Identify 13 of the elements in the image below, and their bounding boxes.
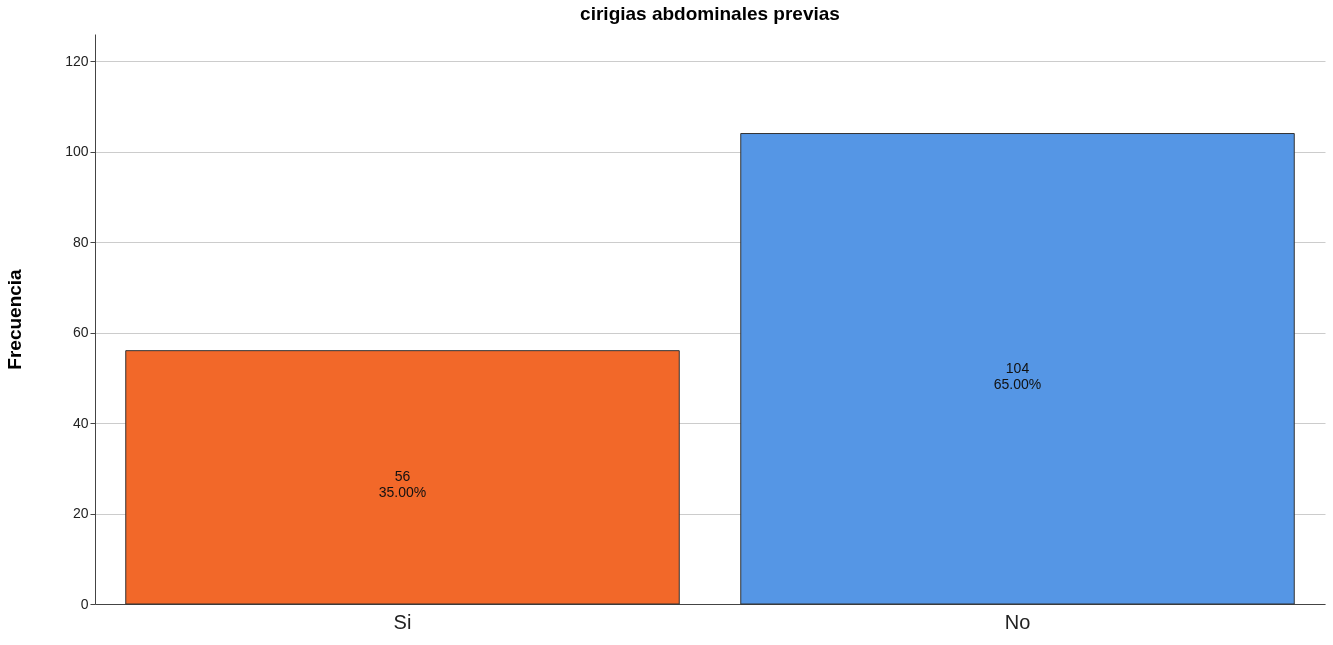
data-label: 104 65.00% bbox=[993, 359, 1042, 392]
y-tick-label: 0 bbox=[80, 595, 89, 612]
chart-title: cirigias abdominales previas bbox=[580, 3, 840, 24]
y-axis-title: Frecuencia bbox=[4, 268, 26, 370]
y-tick-label: 120 bbox=[65, 52, 89, 69]
y-tick-label: 20 bbox=[72, 505, 89, 522]
y-tick-label: 100 bbox=[65, 143, 89, 160]
y-tick-label: 80 bbox=[72, 233, 89, 250]
x-tick-label: No bbox=[1004, 610, 1031, 633]
data-label: 56 35.00% bbox=[378, 468, 427, 501]
y-tick-label: 40 bbox=[72, 414, 89, 431]
y-tick-label: 60 bbox=[72, 324, 89, 341]
x-tick-label: Si bbox=[393, 610, 412, 633]
